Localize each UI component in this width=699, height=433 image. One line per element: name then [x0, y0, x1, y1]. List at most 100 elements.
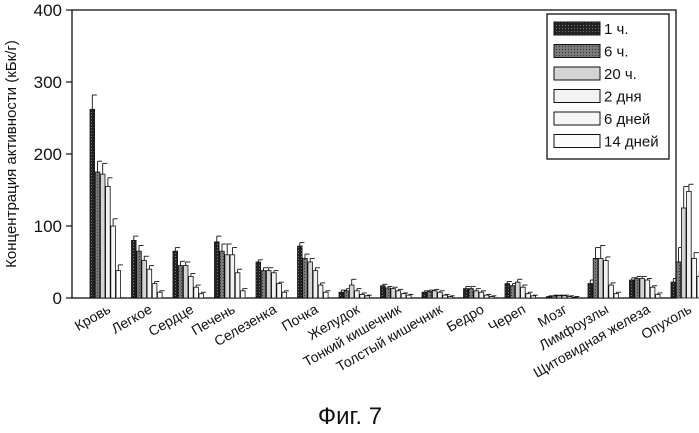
bar	[271, 272, 277, 299]
bar	[561, 295, 568, 299]
bar	[151, 283, 158, 299]
legend-swatch	[553, 66, 601, 81]
legend-entry: 1 ч.	[604, 21, 629, 38]
bar	[655, 293, 661, 299]
bar	[468, 288, 474, 299]
bar	[317, 284, 324, 299]
bar	[141, 260, 147, 299]
bar	[265, 270, 272, 299]
bar	[509, 285, 516, 299]
bar	[297, 245, 303, 299]
bar	[229, 254, 236, 299]
bar	[686, 191, 692, 299]
bar	[473, 290, 479, 299]
bar	[515, 281, 521, 299]
category-label: Череп	[485, 301, 528, 335]
bar	[115, 270, 121, 299]
bar	[359, 293, 365, 299]
bar	[131, 239, 137, 299]
bar	[385, 287, 391, 299]
bar	[406, 294, 412, 299]
bar	[634, 278, 640, 299]
bar	[354, 290, 360, 299]
bar	[442, 294, 448, 299]
bar	[348, 284, 355, 299]
bar	[649, 286, 656, 299]
bar	[146, 268, 153, 299]
bar	[639, 278, 645, 299]
bar	[255, 261, 261, 299]
bar	[463, 288, 469, 299]
bar	[400, 293, 407, 299]
bar	[572, 296, 578, 299]
legend-swatch	[553, 89, 601, 103]
bar	[675, 261, 682, 299]
bar	[390, 288, 396, 299]
bar	[587, 283, 593, 299]
bar	[598, 257, 604, 299]
bar	[670, 281, 676, 299]
bar	[546, 296, 552, 299]
legend-entry: 2 дня	[604, 89, 642, 106]
legend-swatch	[553, 21, 601, 36]
bar	[629, 279, 635, 299]
y-tick-label: 0	[53, 289, 62, 308]
legend-swatch	[553, 44, 601, 58]
bar	[182, 265, 189, 299]
bar	[478, 291, 485, 299]
figure-caption: Фиг. 7	[318, 403, 382, 430]
bar	[681, 207, 687, 299]
bar	[613, 293, 619, 299]
bar	[483, 294, 490, 299]
bar	[691, 257, 697, 299]
bar	[307, 261, 313, 299]
bar	[214, 241, 220, 299]
bar	[338, 291, 344, 299]
bar	[530, 295, 536, 299]
bar	[110, 225, 116, 299]
bar	[224, 254, 230, 299]
bar	[234, 272, 241, 299]
bar	[431, 290, 438, 299]
bar	[260, 270, 267, 299]
bar	[323, 291, 329, 299]
bar	[380, 285, 386, 299]
bar	[447, 296, 453, 299]
bar	[592, 257, 599, 299]
bar	[193, 286, 199, 299]
legend-entry: 14 дней	[604, 134, 659, 151]
y-tick-label: 100	[34, 217, 62, 236]
bar	[105, 185, 111, 299]
bar	[489, 296, 495, 299]
bar	[421, 291, 427, 299]
bar	[219, 250, 225, 299]
bar	[89, 108, 95, 299]
bar	[644, 279, 651, 299]
bar	[188, 275, 194, 299]
bar	[172, 250, 178, 299]
category-label: Бедро	[444, 301, 487, 335]
bar	[437, 291, 443, 299]
bar	[198, 293, 204, 299]
bar	[603, 260, 609, 299]
bar	[426, 291, 433, 299]
bar	[343, 290, 350, 299]
legend-entry: 6 ч.	[604, 44, 629, 61]
bar	[520, 286, 526, 299]
bar	[157, 291, 163, 299]
bar	[504, 283, 510, 299]
y-tick-label: 400	[34, 1, 62, 20]
bar	[94, 171, 101, 299]
bar	[136, 250, 142, 299]
bar	[302, 257, 308, 299]
bar	[281, 291, 287, 299]
bar	[364, 295, 370, 299]
bar	[696, 275, 699, 299]
category-label: Кровь	[72, 301, 113, 334]
y-tick-label: 200	[34, 145, 62, 164]
bar	[100, 173, 106, 299]
bar	[525, 293, 531, 299]
bar	[608, 284, 614, 299]
bar	[556, 295, 562, 299]
